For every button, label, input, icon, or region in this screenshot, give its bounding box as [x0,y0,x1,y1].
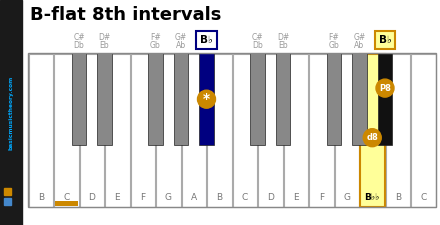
Text: basicmusictheory.com: basicmusictheory.com [8,76,14,150]
Text: C: C [242,194,248,202]
Bar [131,54,155,207]
Text: G#: G# [353,32,366,41]
Bar [250,53,264,145]
Text: D: D [267,194,274,202]
Bar [0,0,22,225]
Bar [309,54,334,207]
Text: A: A [191,194,197,202]
Text: D#: D# [99,32,110,41]
Text: P8: P8 [379,84,391,93]
Bar [148,53,162,145]
Text: D: D [88,194,95,202]
Bar [199,53,213,145]
Bar [55,201,78,206]
Text: Ab: Ab [355,40,365,50]
Bar [54,54,78,207]
Text: B♭: B♭ [378,35,392,45]
Bar [327,53,341,145]
Bar [156,54,180,207]
Text: G#: G# [175,32,187,41]
Text: E: E [293,194,299,202]
Circle shape [198,90,216,108]
Text: Eb: Eb [278,40,288,50]
Text: B♭♭: B♭♭ [365,194,380,202]
Bar [105,54,129,207]
Text: C: C [420,194,426,202]
Bar [258,54,282,207]
Text: D#: D# [277,32,289,41]
Bar [283,54,308,207]
Text: G: G [165,194,172,202]
Text: Ab: Ab [176,40,186,50]
Text: E: E [114,194,120,202]
Text: Gb: Gb [150,40,161,50]
Bar [197,31,216,49]
Text: C#: C# [252,32,263,41]
Text: C: C [63,194,70,202]
Text: F: F [140,194,145,202]
Text: Db: Db [252,40,263,50]
Text: B: B [216,194,222,202]
Bar [411,54,436,207]
Bar [360,54,385,207]
Text: Eb: Eb [100,40,109,50]
Bar [4,188,11,195]
Text: B♭: B♭ [200,35,213,45]
Text: F: F [319,194,324,202]
Text: C#: C# [73,32,85,41]
Bar [80,54,104,207]
Bar [98,53,111,145]
Circle shape [363,129,381,147]
Bar [29,54,53,207]
Text: F#: F# [150,32,161,41]
Bar [181,54,206,207]
Text: B-flat 8th intervals: B-flat 8th intervals [30,6,221,24]
Bar [232,54,257,207]
Bar [207,54,231,207]
Bar [4,198,11,205]
Bar [28,53,436,207]
Bar [174,53,188,145]
Bar [276,53,290,145]
Text: Gb: Gb [329,40,339,50]
Text: G: G [343,194,350,202]
Circle shape [376,79,394,97]
Bar [72,53,86,145]
Text: *: * [203,92,210,106]
Text: Db: Db [73,40,84,50]
Bar [334,54,359,207]
Text: B: B [38,194,44,202]
Text: B: B [395,194,401,202]
Bar [375,31,395,49]
Text: d8: d8 [367,133,378,142]
Text: F#: F# [329,32,339,41]
Bar [352,53,367,145]
Bar [385,54,410,207]
Bar [378,53,392,145]
